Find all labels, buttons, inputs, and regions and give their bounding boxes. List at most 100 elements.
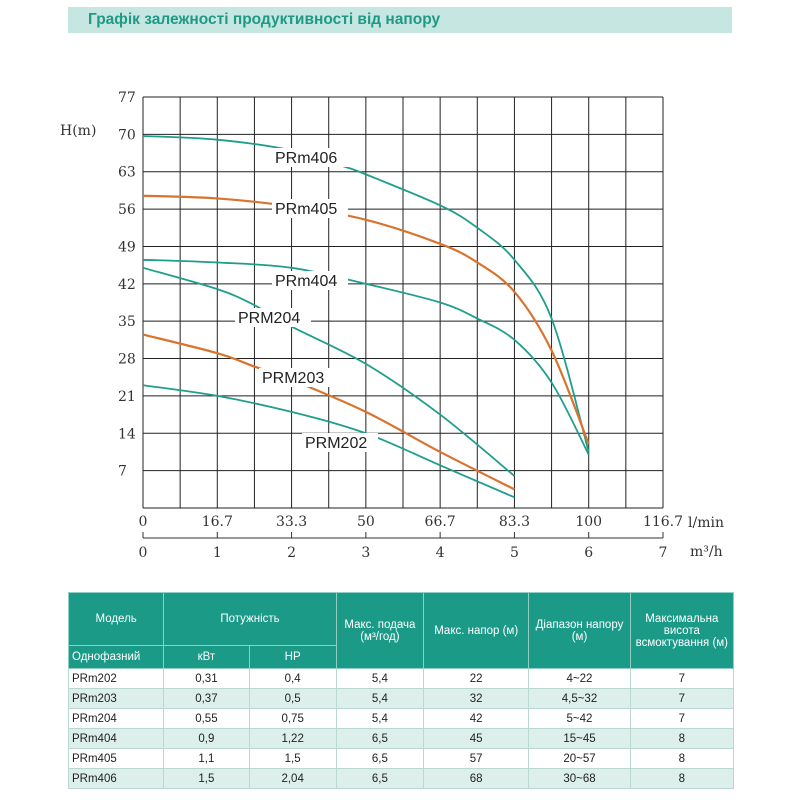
y-tick-label: 35	[118, 314, 136, 330]
table-cell: PRm405	[67, 748, 165, 769]
curve-label-prm202: PRM202	[305, 435, 367, 452]
table-cell: 0,75	[248, 708, 337, 729]
table-cell: 1,5	[163, 768, 250, 789]
x-tick-label-lmin: 50	[357, 514, 375, 530]
header-kw: кВт	[163, 645, 250, 669]
x-tick-label-lmin: 116.7	[643, 514, 683, 530]
title-bar: Графік залежності продуктивності від нап…	[68, 7, 732, 33]
table-cell: 6,5	[335, 768, 425, 789]
header-model: Модель	[67, 592, 165, 646]
curve-label-bg	[272, 199, 348, 218]
table-cell: 6,5	[335, 728, 425, 749]
y-tick-label: 21	[118, 389, 136, 405]
table-cell: 57	[423, 748, 530, 769]
table-cell: 32	[423, 688, 530, 709]
table-row: PRm405 1,1 1,5 6,5 57 20~57 8	[67, 748, 735, 769]
x-tick-label-lmin: 100	[575, 514, 602, 530]
curve-label-prm404: PRm404	[275, 273, 337, 290]
x-tick-label-lmin: 16.7	[202, 514, 233, 530]
curve-label-bg	[272, 271, 348, 290]
table-cell: PRm204	[67, 708, 165, 729]
table-cell: 5,4	[335, 668, 425, 689]
x-tick-label-m3h: 2	[287, 545, 296, 561]
table-cell: 1,5	[248, 748, 337, 769]
x-tick-label-m3h: 7	[659, 545, 668, 561]
table-cell: 1,1	[163, 748, 250, 769]
curve-prm405	[142, 194, 590, 445]
table-cell: 5,4	[335, 688, 425, 709]
x-axis-label-lmin: l/min	[688, 515, 724, 531]
table-cell: 6,5	[335, 748, 425, 769]
table-cell: 0,9	[163, 728, 250, 749]
curve-label-prm406: PRm406	[275, 150, 337, 167]
table-cell: 4~22	[528, 668, 631, 689]
table-cell: 4,5~32	[528, 688, 631, 709]
x-tick-label-lmin: 83.3	[499, 514, 530, 530]
y-tick-label: 56	[118, 202, 136, 218]
header-phase: Однофазний	[67, 645, 165, 669]
x-tick-label-m3h: 0	[139, 545, 148, 561]
x-tick-label-m3h: 6	[584, 545, 593, 561]
table-cell: 1,22	[248, 728, 337, 749]
x-tick-label-m3h: 5	[510, 545, 519, 561]
table-cell: PRm406	[67, 768, 165, 789]
table-row: PRm404 0,9 1,22 6,5 45 15~45 8	[67, 728, 735, 749]
curve-label-bg	[235, 308, 311, 327]
y-tick-label: 7	[118, 464, 127, 480]
x-tick-label-lmin: 33.3	[276, 514, 307, 530]
x-tick-label-m3h: 3	[361, 545, 370, 561]
y-tick-label: 14	[118, 426, 136, 442]
y-tick-label: 77	[118, 90, 136, 106]
table-cell: 8	[629, 768, 735, 789]
table-cell: 45	[423, 728, 530, 749]
curve-label-prm204: PRM204	[238, 310, 300, 327]
table-cell: 0,55	[163, 708, 250, 729]
curve-label-prm203: PRM203	[262, 370, 324, 387]
y-tick-label: 70	[118, 127, 136, 143]
header-hp: HP	[248, 645, 337, 669]
header-flow: Макс. подача (м³/год)	[335, 592, 425, 669]
table-cell: PRm203	[67, 688, 165, 709]
y-tick-label: 42	[118, 277, 136, 293]
table-cell: 5~42	[528, 708, 631, 729]
table-row: PRm406 1,5 2,04 6,5 68 30~68 8	[67, 768, 735, 789]
header-power: Потужність	[163, 592, 337, 646]
table-cell: 8	[629, 728, 735, 749]
x-tick-label-m3h: 1	[213, 545, 222, 561]
curve-label-bg	[259, 368, 335, 387]
table-cell: 0,5	[248, 688, 337, 709]
curve-label-bg	[272, 148, 348, 167]
table-row: PRm204 0,55 0,75 5,4 42 5~42 7	[67, 708, 735, 729]
table-cell: 2,04	[248, 768, 337, 789]
curve-label-bg	[302, 433, 378, 452]
table-cell: PRm404	[67, 728, 165, 749]
table-cell: 0,4	[248, 668, 337, 689]
y-tick-label: 63	[118, 165, 136, 181]
specs-table: Модель Потужність Макс. подача (м³/год) …	[67, 592, 735, 789]
table-cell: 68	[423, 768, 530, 789]
y-tick-label: 28	[118, 352, 136, 368]
table-cell: 0,37	[163, 688, 250, 709]
x-axis-label-m3h: m³/h	[690, 544, 723, 560]
table-cell: 8	[629, 748, 735, 769]
table-cell: 7	[629, 688, 735, 709]
table-cell: PRm202	[67, 668, 165, 689]
table-cell: 5,4	[335, 708, 425, 729]
table-cell: 7	[629, 668, 735, 689]
table-row: PRm202 0,31 0,4 5,4 22 4~22 7	[67, 668, 735, 689]
table-cell: 30~68	[528, 768, 631, 789]
curve-prm404	[142, 258, 590, 456]
table-cell: 7	[629, 708, 735, 729]
y-tick-label: 49	[118, 239, 136, 255]
x-tick-label-m3h: 4	[436, 545, 445, 561]
header-head: Макс. напор (м)	[423, 592, 530, 669]
x-tick-label-lmin: 0	[139, 514, 148, 530]
curve-label-prm405: PRm405	[275, 201, 337, 218]
table-cell: 42	[423, 708, 530, 729]
curve-prm204	[142, 266, 516, 477]
curve-prm406	[142, 135, 590, 453]
page-title: Графік залежності продуктивності від нап…	[88, 11, 441, 28]
x-tick-label-lmin: 66.7	[425, 514, 456, 530]
y-axis-label: H(m)	[60, 123, 96, 139]
